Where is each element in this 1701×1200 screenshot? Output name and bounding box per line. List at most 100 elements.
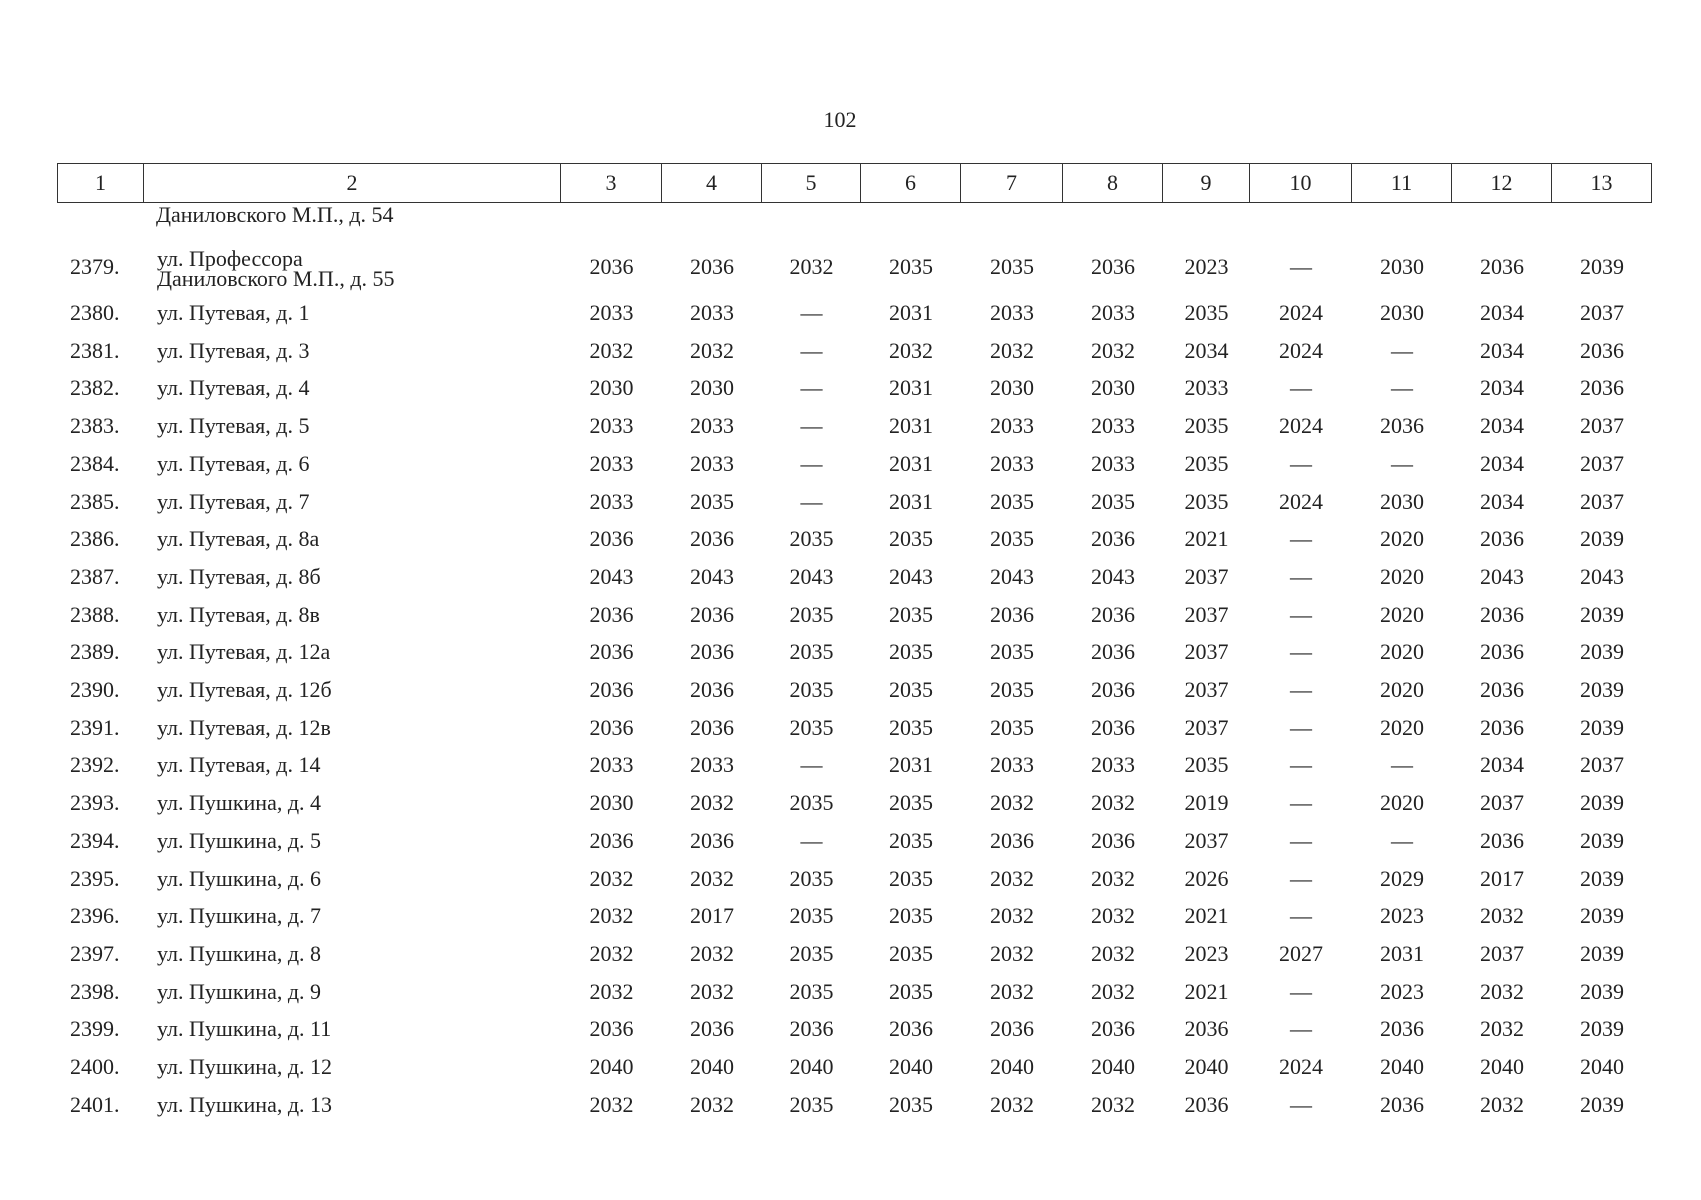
value-cell: — [800,337,823,363]
value-cell: 2034 [1480,413,1524,439]
value-cell: 2036 [1480,714,1524,740]
value-cell: 2035 [990,677,1034,702]
row-number: 2399. [70,1016,120,1042]
value-cell: 2036 [1091,677,1135,702]
header-cell: 7 [960,163,1063,203]
value-cell: 2040 [1184,1054,1229,1079]
address: ул. Путевая, д. 12а [157,639,331,665]
value-cell: — [1290,375,1312,401]
value-cell: — [800,375,823,401]
value-cell: 2020 [1380,677,1424,702]
value-cell: 2035 [789,601,834,627]
value-cell: 2043 [990,563,1034,589]
address: ул. Путевая, д. 14 [157,752,321,778]
value-cell: 2035 [889,978,933,1004]
value-cell: 2036 [1091,827,1135,853]
address: ул. Пушкина, д. 12 [157,1054,333,1079]
value-cell: 2031 [889,450,933,476]
value-cell: 2033 [690,752,734,778]
value-cell: 2036 [690,714,734,740]
value-cell: — [1391,827,1413,853]
value-cell: 2039 [1580,790,1624,816]
value-cell: 2032 [1091,978,1135,1004]
value-cell: 2040 [889,1054,933,1079]
value-cell: 2039 [1580,1091,1624,1117]
address: ул. Пушкина, д. 7 [157,903,322,929]
value-cell: 2036 [690,1016,734,1042]
value-cell: 2035 [789,677,834,702]
value-cell: 2032 [990,978,1034,1004]
value-cell: 2036 [690,254,734,279]
value-cell: 2035 [789,1091,834,1117]
value-cell: 2030 [1380,488,1424,514]
value-cell: 2024 [1279,413,1323,439]
value-cell: 2039 [1580,940,1624,966]
address: ул. Пушкина, д. 8 [157,940,322,966]
address: ул. Путевая, д. 7 [157,488,310,514]
value-cell: — [1391,752,1413,778]
value-cell: 2020 [1380,601,1424,627]
value-cell: 2032 [1480,903,1524,929]
header-cell: 4 [661,163,762,203]
value-cell: 2039 [1580,601,1624,627]
value-cell: 2021 [1184,978,1229,1004]
value-cell: 2033 [1184,375,1229,401]
value-cell: 2035 [889,1091,933,1117]
value-cell: 2039 [1580,714,1624,740]
value-cell: 2031 [889,752,933,778]
address: ул. Путевая, д. 12б [157,677,332,702]
value-cell: 2033 [990,752,1034,778]
value-cell: 2032 [589,865,634,891]
value-cell: 2037 [1580,413,1624,439]
value-cell: 2033 [1091,450,1135,476]
address: ул. Пушкина, д. 9 [157,978,322,1004]
value-cell: 2036 [1380,413,1424,439]
value-cell: 2031 [889,488,933,514]
value-cell: 2036 [1091,254,1135,279]
value-cell: 2030 [589,375,634,401]
header-cell: 11 [1351,163,1452,203]
value-cell: 2032 [889,337,933,363]
address: ул. Путевая, д. 3 [157,337,310,363]
address: ул. Пушкина, д. 5 [157,827,322,853]
row-number: 2397. [70,940,120,966]
value-cell: — [1290,978,1312,1004]
row-number: 2379. [70,254,120,279]
address: ул. Пушкина, д. 4 [157,790,322,816]
value-cell: 2032 [690,790,734,816]
header-cell: 6 [860,163,961,203]
value-cell: 2032 [690,865,734,891]
value-cell: 2032 [1091,940,1135,966]
value-cell: 2030 [1380,254,1424,279]
value-cell: 2033 [589,413,634,439]
value-cell: 2039 [1580,254,1624,279]
value-cell: — [1391,337,1413,363]
value-cell: 2035 [889,714,933,740]
value-cell: 2033 [589,300,634,325]
value-cell: 2036 [889,1016,933,1042]
row-number: 2394. [70,827,120,853]
value-cell: 2030 [1091,375,1135,401]
value-cell: 2032 [990,337,1034,363]
row-number: 2400. [70,1054,120,1079]
header-cell: 12 [1451,163,1552,203]
value-cell: 2031 [1380,940,1424,966]
value-cell: 2020 [1380,639,1424,665]
row-number: 2398. [70,978,120,1004]
value-cell: 2040 [589,1054,634,1079]
value-cell: 2036 [1091,639,1135,665]
row-number: 2391. [70,714,120,740]
value-cell: 2035 [990,714,1034,740]
value-cell: 2036 [990,1016,1034,1042]
value-cell: 2035 [789,940,834,966]
value-cell: 2037 [1184,639,1229,665]
value-cell: 2032 [990,790,1034,816]
header-cell: 8 [1062,163,1163,203]
value-cell: 2040 [1091,1054,1135,1079]
value-cell: 2032 [690,978,734,1004]
value-cell: 2032 [1091,337,1135,363]
value-cell: 2036 [690,827,734,853]
value-cell: 2033 [990,300,1034,325]
value-cell: 2034 [1480,300,1524,325]
value-cell: 2032 [589,940,634,966]
